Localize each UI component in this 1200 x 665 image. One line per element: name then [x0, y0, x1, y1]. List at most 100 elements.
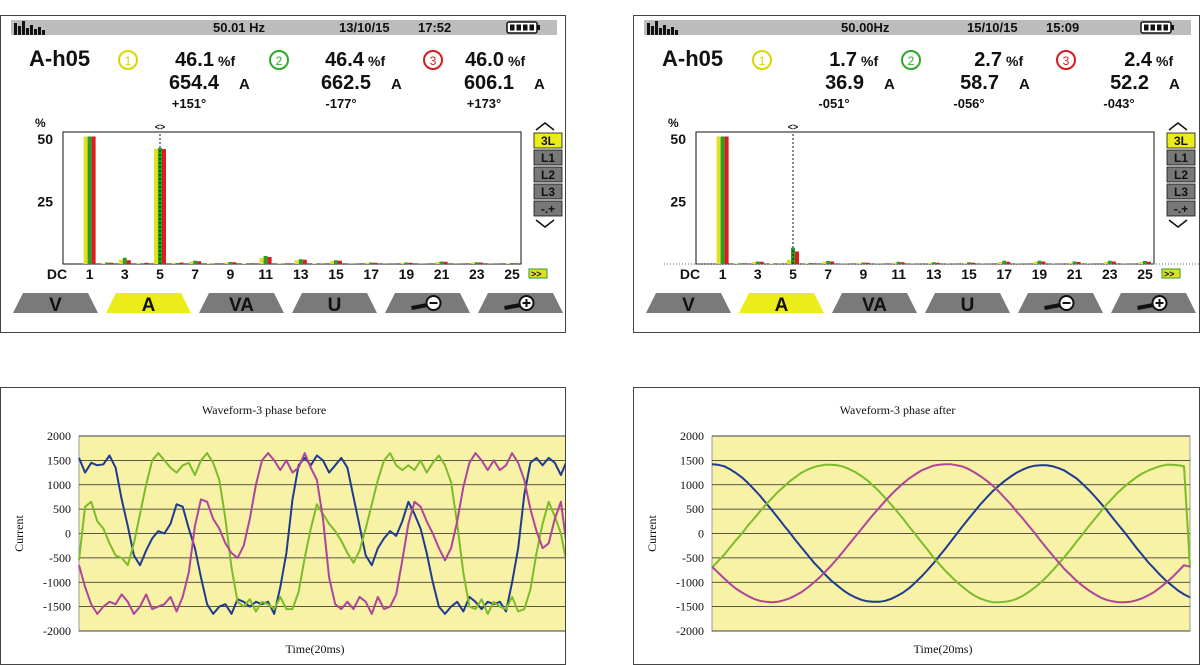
zoom-in-icon [504, 303, 521, 310]
harmonic-bar-L2-19 [404, 262, 409, 264]
x-tick-label: 3 [121, 266, 129, 282]
harmonic-bar-L2-15 [334, 260, 338, 264]
tab-VA [832, 293, 917, 313]
tab-label: A [142, 295, 156, 316]
side-button-0 [533, 132, 563, 149]
tab-label: VA [229, 295, 254, 316]
harmonic-bar-L3-10 [250, 263, 254, 264]
harmonic-bar-L1-23 [1103, 262, 1108, 264]
x-tick-label: 5 [156, 266, 164, 282]
harmonic-bar-L2-6 [808, 263, 813, 264]
scroll-right-icon [528, 268, 548, 279]
harmonic-bar-L1-13 [294, 260, 299, 264]
harmonic-bar-L2-13 [298, 259, 303, 264]
harmonic-bar-L2-21 [439, 261, 444, 264]
phase-3-marker-icon [423, 50, 443, 70]
phase-3-marker-label: 3 [430, 54, 437, 68]
harmonic-bar-L2-4 [773, 263, 778, 264]
harmonic-bar-L3-12 [285, 263, 290, 264]
harmonic-bar-L1-21 [1068, 262, 1073, 264]
harmonic-bar-L2-16 [351, 263, 356, 264]
signal-bar-icon [675, 30, 678, 35]
zoom-in-icon [1137, 303, 1154, 310]
side-button-label: L3 [541, 185, 555, 199]
signal-bar-icon [38, 27, 41, 35]
harmonic-bar-L2-2 [738, 263, 743, 264]
signal-bar-icon [663, 25, 666, 35]
phase-2-angle: -177° [325, 96, 356, 111]
harmonic-bar-L2-8 [210, 263, 215, 264]
x-tick-label: 15 [961, 266, 977, 282]
side-button-1 [533, 149, 563, 166]
harmonic-bar-L3-17 [1006, 261, 1011, 264]
y-tick-label: 1500 [680, 453, 704, 467]
harmonic-bar-L2-20 [422, 263, 426, 264]
y-tick-label: 1000 [680, 478, 704, 492]
x-tick-label: 19 [399, 266, 415, 282]
phase-2-current-unit: A [391, 76, 402, 93]
tab-U [292, 293, 377, 313]
harmonic-bar-L3-7 [197, 261, 202, 264]
harmonic-bar-L1-15 [963, 263, 967, 264]
harmonic-bar-L2-8 [843, 263, 848, 264]
y-tick-label: -2000 [43, 624, 71, 638]
y-tick-label: 25 [37, 194, 53, 210]
y-tick-label: -1500 [676, 600, 704, 614]
harmonic-bar-L2-14 [316, 263, 321, 264]
harmonic-bar-L3-15 [338, 260, 342, 264]
tab-U [925, 293, 1010, 313]
battery-tip-icon [537, 25, 540, 30]
tab-label: V [682, 295, 695, 316]
phase-3-current: 606.1 [464, 72, 514, 94]
x-tick-label: 13 [926, 266, 942, 282]
x-tick-label: 3 [754, 266, 762, 282]
harmonic-bar-L3-5 [795, 251, 799, 264]
harmonic-bar-L3-2 [109, 262, 114, 264]
cursor-icon: <> [788, 122, 799, 132]
side-button-0 [1166, 132, 1196, 149]
harmonic-bar-L1-21 [435, 262, 440, 264]
tab-label: U [328, 295, 342, 316]
harmonic-bar-L1-17 [365, 262, 370, 264]
harmonic-bar-L2-17 [369, 262, 374, 264]
y-tick-label: -500 [682, 551, 704, 565]
harmonic-bar-L3-11 [900, 262, 905, 264]
harmonic-bar-L3-13 [302, 259, 307, 264]
y-tick-label: 50 [670, 131, 686, 147]
harmonic-bar-L3-6 [179, 262, 184, 264]
harmonic-bar-L3-23 [1111, 261, 1116, 264]
harmonic-bar-L2-23 [1107, 260, 1112, 264]
harmonic-bar-L3-21 [1076, 262, 1081, 264]
harmonic-bar-L1-17 [998, 262, 1003, 264]
harmonic-bar-L2-9 [228, 262, 233, 264]
harmonic-bar-L2-10 [879, 263, 883, 264]
x-tick-label: 7 [824, 266, 832, 282]
harmonic-bar-L3-6 [812, 263, 817, 264]
harmonic-bar-L3-9 [865, 262, 870, 264]
side-button-3 [533, 183, 563, 200]
waveform-series-1 [711, 463, 1191, 603]
harmonic-bar-L1-4 [769, 263, 774, 264]
harmonic-bar-L1-19 [400, 262, 405, 264]
harmonic-bar-L3-19 [1041, 261, 1046, 264]
side-button-label: L1 [1174, 151, 1188, 165]
x-tick-label: DC [680, 266, 700, 282]
harmonic-bar-L3-19 [408, 262, 413, 264]
harmonic-bar-L1-1 [716, 136, 721, 264]
phase-3-angle: +173° [467, 96, 501, 111]
side-button-3 [1166, 183, 1196, 200]
y-tick-label: 0 [698, 527, 704, 541]
harmonic-bar-L1-25 [506, 263, 510, 264]
side-button-label: 3L [541, 134, 555, 148]
harmonic-bar-L2-1 [87, 136, 92, 264]
harmonic-bar-L1-5 [787, 259, 791, 264]
x-tick-label: 23 [469, 266, 485, 282]
y-tick-label: -2000 [676, 624, 704, 638]
harmonic-bar-L3-23 [478, 262, 483, 264]
tab-A [106, 293, 191, 313]
side-button-label: L2 [541, 168, 555, 182]
waveform-series-1 [78, 454, 565, 615]
x-tick-label: 21 [434, 266, 450, 282]
harmonic-bar-L2-21 [1072, 261, 1077, 264]
phase-3-current: 52.2 [1110, 72, 1149, 94]
